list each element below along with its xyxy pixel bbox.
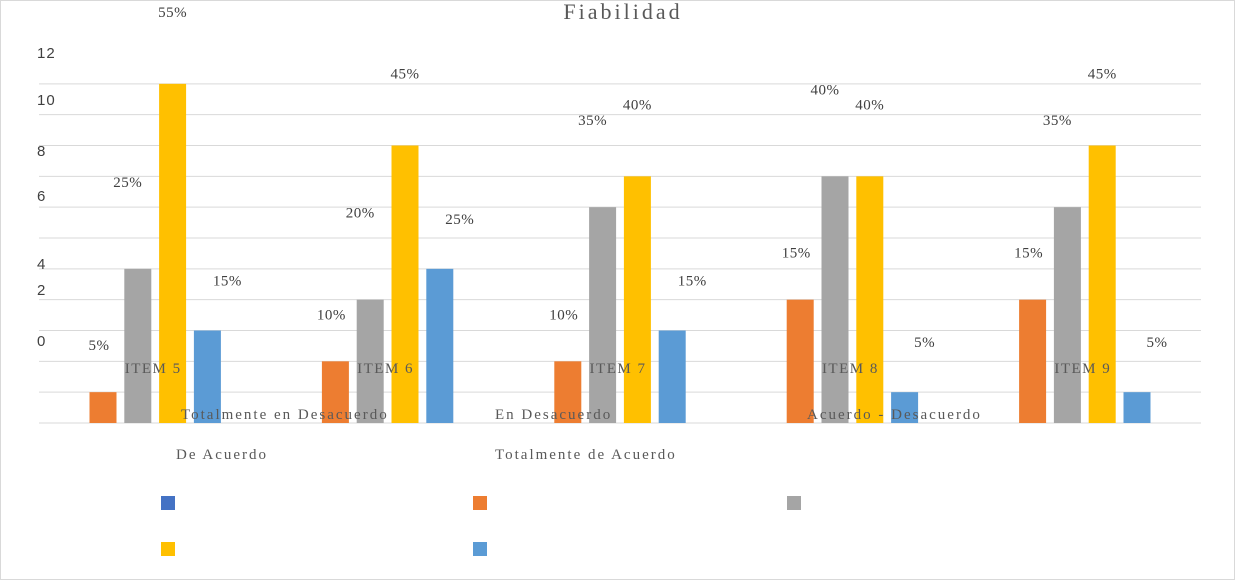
data-label: 45% [1088,67,1117,83]
category-label: ITEM 9 [1054,361,1111,377]
data-label: 25% [445,212,474,228]
data-label: 10% [317,307,346,323]
data-label: 5% [89,338,110,354]
bar-item-6-series-3 [426,268,454,423]
legend-swatch [787,496,801,510]
legend-label: Totalmente de Acuerdo [495,447,677,463]
data-label: 5% [1147,335,1168,351]
legend-label: De Acuerdo [176,447,268,463]
data-label: 40% [811,82,840,98]
category-label: ITEM 6 [357,361,414,377]
bar-item-6-series-1 [356,299,384,423]
data-label: 15% [782,246,811,262]
bar-item-7-series-0 [554,361,582,423]
data-label: 35% [1043,113,1072,129]
category-label: ITEM 7 [590,361,647,377]
data-label: 20% [346,206,375,222]
bar-item-9-series-3 [1123,392,1151,423]
y-tick-label: 2 [37,282,46,299]
bars [89,83,1151,423]
bar-item-8-series-2 [856,176,884,423]
category-labels: ITEM 5 ITEM 6 ITEM 7 ITEM 8 ITEM 9 [125,361,1111,377]
bar-item-8-series-1 [821,176,849,423]
y-tick-label: 8 [37,143,46,160]
data-label: 40% [623,97,652,113]
data-label: 35% [578,113,607,129]
data-labels: 5% 10% 10% 15% 15% 25% 20% 35% 40% 35% 55% 45% 40% 40… [89,5,1168,354]
bar-item-9-series-1 [1053,207,1081,423]
bar-item-5-series-1 [124,268,152,423]
bar-item-5-series-3 [193,330,221,423]
legend-label: Totalmente en Desacuerdo [181,407,389,423]
gridlines [39,83,1201,424]
legend-swatch [473,496,487,510]
category-label: ITEM 5 [125,361,182,377]
legend-swatch [161,496,175,510]
y-tick-label: 12 [37,45,56,62]
bar-item-8-series-3 [891,392,919,423]
bar-item-5-series-2 [159,83,187,423]
y-tick-label: 6 [37,188,46,205]
data-label: 45% [391,67,420,83]
data-label: 25% [113,175,142,191]
bar-item-7-series-2 [623,176,651,423]
bar-item-7-series-3 [658,330,686,423]
data-label: 15% [213,274,242,290]
bar-item-7-series-1 [589,207,617,423]
bar-item-8-series-0 [786,299,814,423]
category-label: ITEM 8 [822,361,879,377]
legend-label: Acuerdo - Desacuerdo [807,407,982,423]
chart-title: Fiabilidad [563,1,682,24]
y-tick-label: 0 [37,333,46,350]
data-label: 5% [914,335,935,351]
legend-swatch [161,542,175,556]
data-label: 10% [549,307,578,323]
y-tick-label: 10 [37,92,56,109]
legend: Totalmente en Desacuerdo En Desacuerdo Acu… [161,407,982,556]
data-label: 55% [158,5,187,21]
data-label: 40% [855,97,884,113]
bar-item-6-series-0 [321,361,349,423]
legend-swatch [473,542,487,556]
data-label: 15% [678,274,707,290]
bar-item-6-series-2 [391,145,419,423]
y-tick-label: 4 [37,256,46,273]
bar-item-9-series-0 [1019,299,1047,423]
bar-item-5-series-0 [89,392,117,423]
y-axis-ticks: 0 2 4 6 8 10 12 [37,45,56,350]
legend-label: En Desacuerdo [495,407,612,423]
bar-item-9-series-2 [1088,145,1116,423]
data-label: 15% [1014,246,1043,262]
